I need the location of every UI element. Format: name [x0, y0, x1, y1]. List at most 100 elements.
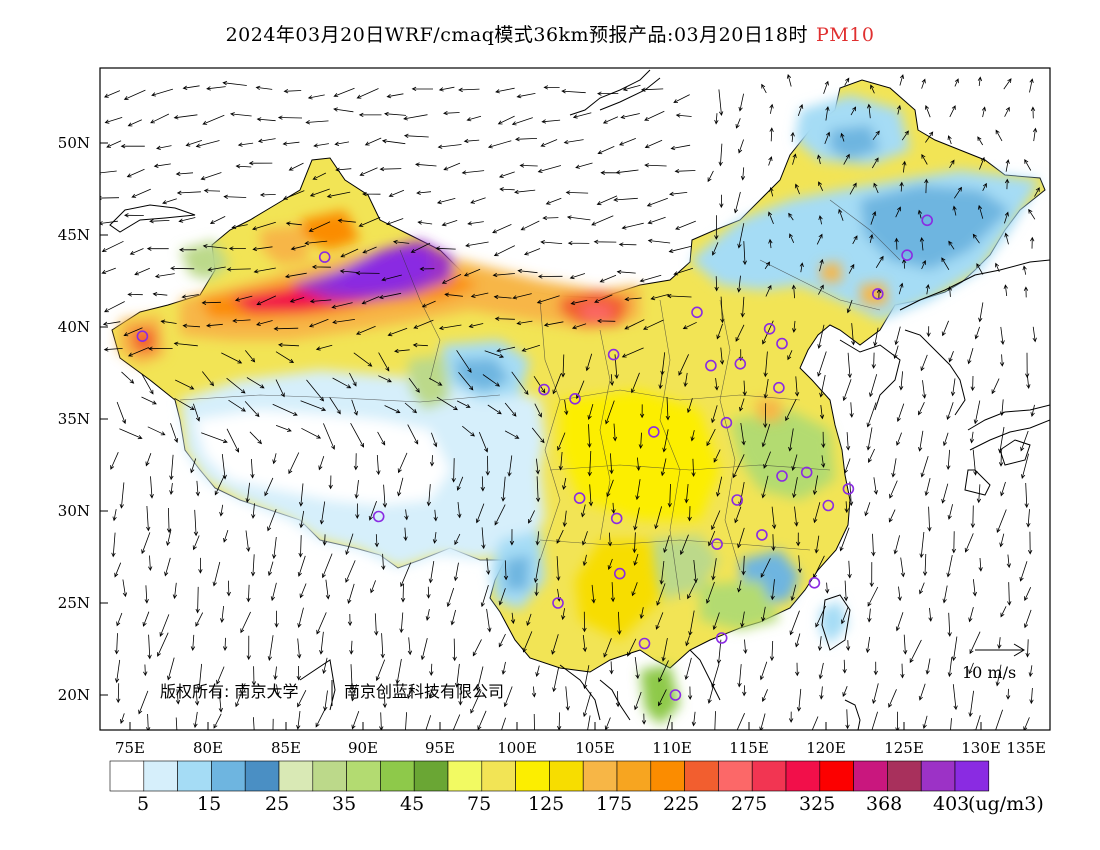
wind-arrow	[326, 191, 351, 199]
wind-arrow	[412, 342, 428, 348]
wind-arrow	[120, 144, 145, 149]
wind-arrow	[847, 560, 852, 579]
wind-arrow	[425, 715, 432, 730]
wind-arrow	[392, 239, 410, 245]
wind-arrow	[251, 503, 256, 519]
wind-arrow	[175, 171, 194, 176]
wind-arrow	[646, 197, 668, 207]
wind-arrow	[621, 222, 644, 230]
wind-arrow	[322, 657, 328, 675]
wind-arrow	[588, 484, 594, 507]
wind-arrow	[503, 560, 509, 581]
wind-arrow	[358, 216, 381, 227]
wind-arrow	[791, 284, 797, 299]
wind-arrow	[267, 508, 277, 532]
wind-arrow	[504, 430, 520, 439]
wind-arrow	[551, 634, 559, 655]
city-station-marker	[711, 538, 723, 550]
wind-arrow	[222, 637, 228, 651]
wind-arrow	[952, 684, 958, 711]
wind-arrow	[792, 153, 797, 165]
wind-arrow	[297, 607, 304, 628]
wind-arrow	[622, 84, 641, 92]
wind-arrow	[381, 553, 386, 571]
wind-arrow	[742, 685, 747, 697]
wind-arrow	[867, 586, 879, 607]
wind-arrow	[457, 502, 462, 519]
wind-arrow	[541, 119, 561, 124]
wind-arrow	[981, 106, 987, 118]
wind-arrow	[909, 639, 922, 664]
wind-arrow	[545, 197, 562, 205]
copyright-text: 版权所有: 南京大学	[160, 682, 298, 701]
longitude-axis: 75E 80E 85E 90E 95E 100E 105E 110E 115E …	[115, 722, 1046, 757]
wind-arrow	[1025, 639, 1030, 658]
wind-arrow	[799, 262, 804, 273]
wind-arrow	[203, 188, 221, 193]
wind-arrow	[257, 138, 276, 143]
city-station-marker	[691, 306, 703, 319]
wind-arrow	[246, 377, 265, 389]
wind-arrow	[925, 104, 931, 118]
wind-arrow	[542, 215, 559, 221]
legend-swatch	[380, 760, 415, 792]
wind-arrow	[562, 510, 567, 528]
wind-arrow	[172, 582, 178, 600]
wind-arrow	[712, 612, 720, 631]
wind-arrow	[819, 405, 825, 420]
wind-arrow	[665, 396, 670, 421]
wind-arrow	[599, 274, 617, 283]
wind-arrow	[493, 294, 512, 300]
wind-arrow	[583, 665, 590, 690]
wind-arrow	[290, 245, 306, 251]
wind-arrow	[102, 321, 121, 326]
wind-arrow	[134, 267, 150, 276]
wind-arrow	[114, 562, 122, 578]
wind-arrow	[207, 266, 226, 272]
wind-arrow	[356, 88, 379, 99]
wind-arrow	[897, 586, 902, 602]
wind-arrow	[946, 449, 951, 470]
wind-arrow	[1004, 178, 1010, 190]
wind-arrow	[691, 458, 696, 477]
wind-arrow	[845, 709, 850, 730]
wind-arrow	[818, 662, 824, 680]
wind-arrow	[693, 559, 698, 584]
wind-arrow	[999, 533, 1005, 548]
wind-arrow	[558, 451, 563, 471]
wind-arrow	[337, 218, 356, 223]
wind-arrow	[900, 557, 906, 578]
wind-arrow	[218, 691, 223, 713]
wind-arrow	[154, 273, 175, 279]
wind-arrow	[138, 690, 149, 715]
wind-arrow	[195, 140, 220, 148]
wind-arrow	[736, 275, 742, 293]
wind-arrow	[521, 344, 541, 352]
wind-arrow	[141, 373, 154, 395]
wind-arrow	[124, 213, 144, 218]
wind-arrow	[716, 323, 723, 340]
wind-arrow	[362, 246, 377, 254]
legend-colorbar	[109, 760, 990, 792]
wind-arrow	[526, 613, 532, 627]
wind-arrow	[1021, 453, 1029, 479]
wind-arrow	[477, 710, 487, 730]
wind-arrow	[644, 163, 667, 168]
wind-arrow	[714, 215, 719, 240]
wind-arrow	[438, 324, 462, 331]
wind-arrow	[788, 212, 794, 221]
wind-arrow	[976, 484, 982, 504]
lat-label: 30N	[58, 502, 90, 520]
wind-arrow	[732, 454, 745, 479]
wind-arrow	[763, 378, 769, 399]
wind-arrow	[349, 640, 354, 655]
wind-arrow	[226, 377, 246, 394]
wind-arrow	[453, 562, 459, 582]
wind-arrow	[523, 248, 541, 256]
wind-arrow	[298, 483, 304, 507]
wind-arrow	[888, 509, 896, 523]
wind-arrow	[275, 379, 285, 398]
wind-arrow	[306, 379, 325, 402]
wind-arrow	[206, 86, 226, 91]
wind-arrow	[768, 238, 773, 249]
